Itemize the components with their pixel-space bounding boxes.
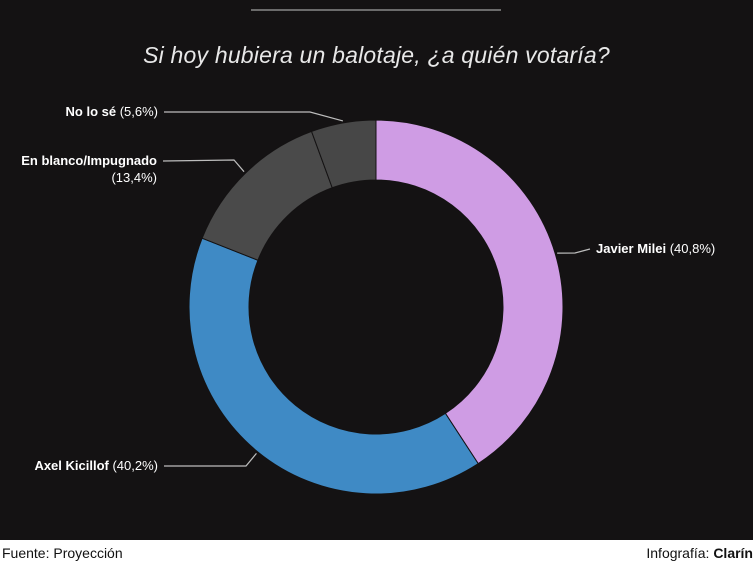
slice-javier-milei <box>375 119 564 465</box>
credit-text: Infografía: Clarín <box>646 545 753 561</box>
slice-en-blanco-impugnado <box>201 130 333 261</box>
slice-label: Javier Milei (40,8%) <box>596 241 715 256</box>
slice-label: En blanco/Impugnado (13,4%) <box>21 153 157 185</box>
leader-line <box>162 159 245 173</box>
chart-title: Si hoy hubiera un balotaje, ¿a quién vot… <box>143 42 610 68</box>
leader-line <box>164 111 344 122</box>
top-rule <box>251 9 501 11</box>
slice-axel-kicillof <box>188 237 479 495</box>
leader-line <box>164 452 257 467</box>
credit-prefix: Infografía: <box>646 545 710 561</box>
footer: Fuente: Proyección Infografía: Clarín <box>0 540 753 570</box>
leader-line <box>557 248 591 254</box>
credit-brand: Clarín <box>713 545 753 561</box>
chart-panel: Si hoy hubiera un balotaje, ¿a quién vot… <box>0 0 753 540</box>
slice-label: Axel Kicillof (40,2%) <box>34 458 158 473</box>
slice-no-lo-s- <box>310 119 377 189</box>
source-text: Fuente: Proyección <box>2 545 123 561</box>
donut-chart: Javier Milei (40,8%) Axel Kicillof (40,2%… <box>21 104 715 495</box>
slice-label: No lo sé (5,6%) <box>66 104 158 119</box>
